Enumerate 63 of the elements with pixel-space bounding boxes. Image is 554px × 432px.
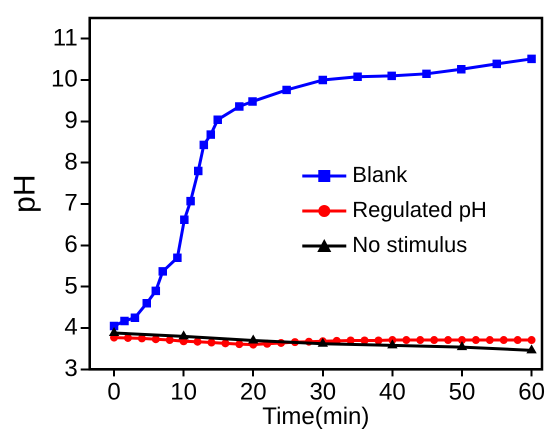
x-tick-label: 10: [170, 378, 197, 406]
x-tick-label: 50: [448, 378, 476, 406]
point: [110, 322, 118, 330]
point: [456, 341, 468, 350]
point: [130, 313, 140, 322]
point: [430, 336, 438, 344]
y-axis-title: pH: [8, 174, 42, 213]
point: [444, 336, 452, 344]
legend-label: Regulated pH: [352, 197, 487, 222]
y-tick-label: 5: [64, 272, 78, 300]
y-tick-label: 4: [64, 314, 78, 341]
y-tick-label: 3: [64, 355, 78, 382]
point: [186, 196, 195, 206]
point: [360, 336, 369, 344]
y-tick-label: 8: [64, 148, 78, 176]
point: [353, 72, 362, 81]
point: [158, 267, 168, 276]
point: [166, 336, 174, 344]
point: [486, 336, 494, 344]
point: [200, 140, 208, 150]
x-tick-label: 30: [309, 378, 336, 406]
y-tick-label: 11: [52, 24, 78, 52]
point: [318, 76, 328, 84]
point: [194, 338, 202, 346]
point: [206, 130, 216, 139]
point: [282, 86, 291, 94]
point: [207, 338, 216, 347]
point: [374, 336, 382, 344]
y-tick-label: 6: [64, 231, 78, 258]
point: [235, 102, 244, 111]
point: [500, 336, 508, 344]
point: [173, 254, 182, 262]
point: [528, 336, 536, 344]
point: [108, 327, 120, 336]
x-tick-label: 60: [518, 378, 545, 406]
point: [142, 299, 151, 308]
point: [120, 316, 129, 326]
point: [492, 60, 502, 68]
point: [221, 339, 230, 348]
x-tick-label: 20: [240, 378, 267, 406]
point: [152, 286, 160, 296]
point: [248, 97, 257, 106]
x-tick-label: 0: [107, 378, 121, 406]
point: [402, 336, 410, 344]
y-tick-label: 10: [50, 66, 78, 93]
point: [457, 65, 466, 74]
point: [387, 72, 396, 80]
legend-label: Blank: [352, 162, 408, 188]
x-axis-title: Time(min): [262, 403, 370, 430]
point: [416, 336, 424, 344]
y-tick-label: 9: [64, 106, 78, 134]
point: [194, 166, 202, 176]
point: [235, 340, 244, 348]
point: [527, 54, 536, 64]
y-tick-label: 7: [64, 190, 78, 217]
point: [213, 115, 222, 124]
point: [458, 336, 466, 344]
point: [422, 70, 431, 78]
point: [180, 216, 189, 224]
x-tick-label: 40: [379, 378, 406, 406]
legend-label: No stimulus: [352, 232, 468, 258]
point: [472, 336, 480, 344]
point: [514, 336, 522, 344]
